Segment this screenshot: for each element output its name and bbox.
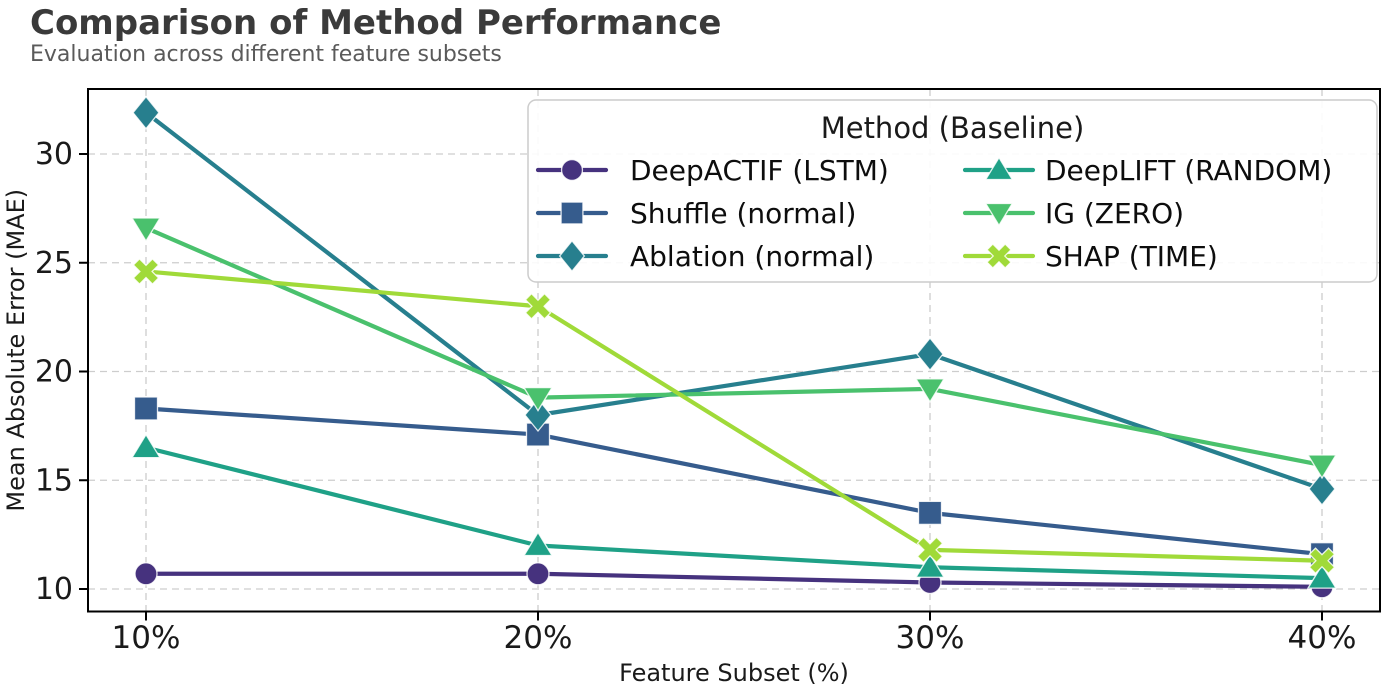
data-point-marker (524, 397, 552, 433)
series-line (143, 571, 1325, 589)
data-point-marker (1308, 471, 1336, 506)
series-line (143, 445, 1325, 581)
triangle-down-legend-marker (984, 202, 1014, 227)
x-axis-label: Feature Subset (%) (619, 659, 849, 687)
plot-frame (87, 88, 1381, 613)
data-point-marker (134, 562, 158, 586)
data-point-marker (130, 217, 162, 243)
data-point-marker (130, 433, 162, 459)
data-point-marker (526, 562, 550, 586)
chart-title: Comparison of Method Performance (30, 3, 722, 43)
data-point-marker (1306, 454, 1338, 480)
square-legend-marker (560, 201, 584, 225)
y-tick-label: 15 (35, 463, 73, 498)
legend-entry-label: DeepACTIF (LSTM) (630, 154, 889, 187)
x-tick-label: 40% (1288, 620, 1357, 656)
data-point-marker (914, 378, 946, 404)
circle-legend-marker (560, 158, 584, 182)
data-point-marker (524, 292, 552, 320)
chart-header: Comparison of Method Performance Evaluat… (30, 3, 722, 67)
y-tick-label: 25 (35, 246, 73, 281)
legend-box (527, 99, 1378, 283)
series-line (143, 225, 1325, 468)
legend-entry-label: DeepLIFT (RANDOM) (1045, 154, 1332, 187)
data-point-marker (522, 386, 554, 412)
x-legend-marker (986, 243, 1012, 269)
diamond-legend-marker (558, 239, 586, 273)
data-point-marker (1308, 547, 1336, 575)
legend-entry-label: IG (ZERO) (1045, 197, 1184, 230)
x-tick-label: 10% (112, 620, 181, 656)
legend-title: Method (Baseline) (821, 111, 1085, 145)
data-point-marker (522, 531, 554, 557)
chart-subtitle: Evaluation across different feature subs… (30, 41, 502, 67)
series-line (143, 110, 1325, 492)
data-point-marker (914, 552, 946, 578)
legend-entry-label: SHAP (TIME) (1045, 240, 1218, 273)
y-tick-label: 30 (35, 137, 73, 172)
y-axis-label: Mean Absolute Error (MAE) (2, 189, 30, 512)
data-point-marker (133, 396, 159, 421)
data-point-marker (132, 95, 160, 130)
data-point-marker (916, 337, 944, 372)
legend-entry-label: Ablation (normal) (630, 240, 874, 273)
x-tick-label: 30% (896, 620, 965, 656)
y-tick-label: 20 (35, 355, 73, 390)
series-line (143, 406, 1325, 557)
x-tick-label: 20% (504, 620, 573, 656)
series-line (143, 269, 1325, 563)
data-point-marker (1306, 563, 1338, 589)
y-tick-label: 10 (35, 572, 73, 607)
data-point-marker (917, 500, 943, 526)
triangle-up-legend-marker (984, 156, 1014, 181)
legend-entry-label: Shuffle (normal) (630, 197, 856, 230)
data-point-marker (916, 536, 944, 564)
data-point-marker (132, 257, 160, 285)
